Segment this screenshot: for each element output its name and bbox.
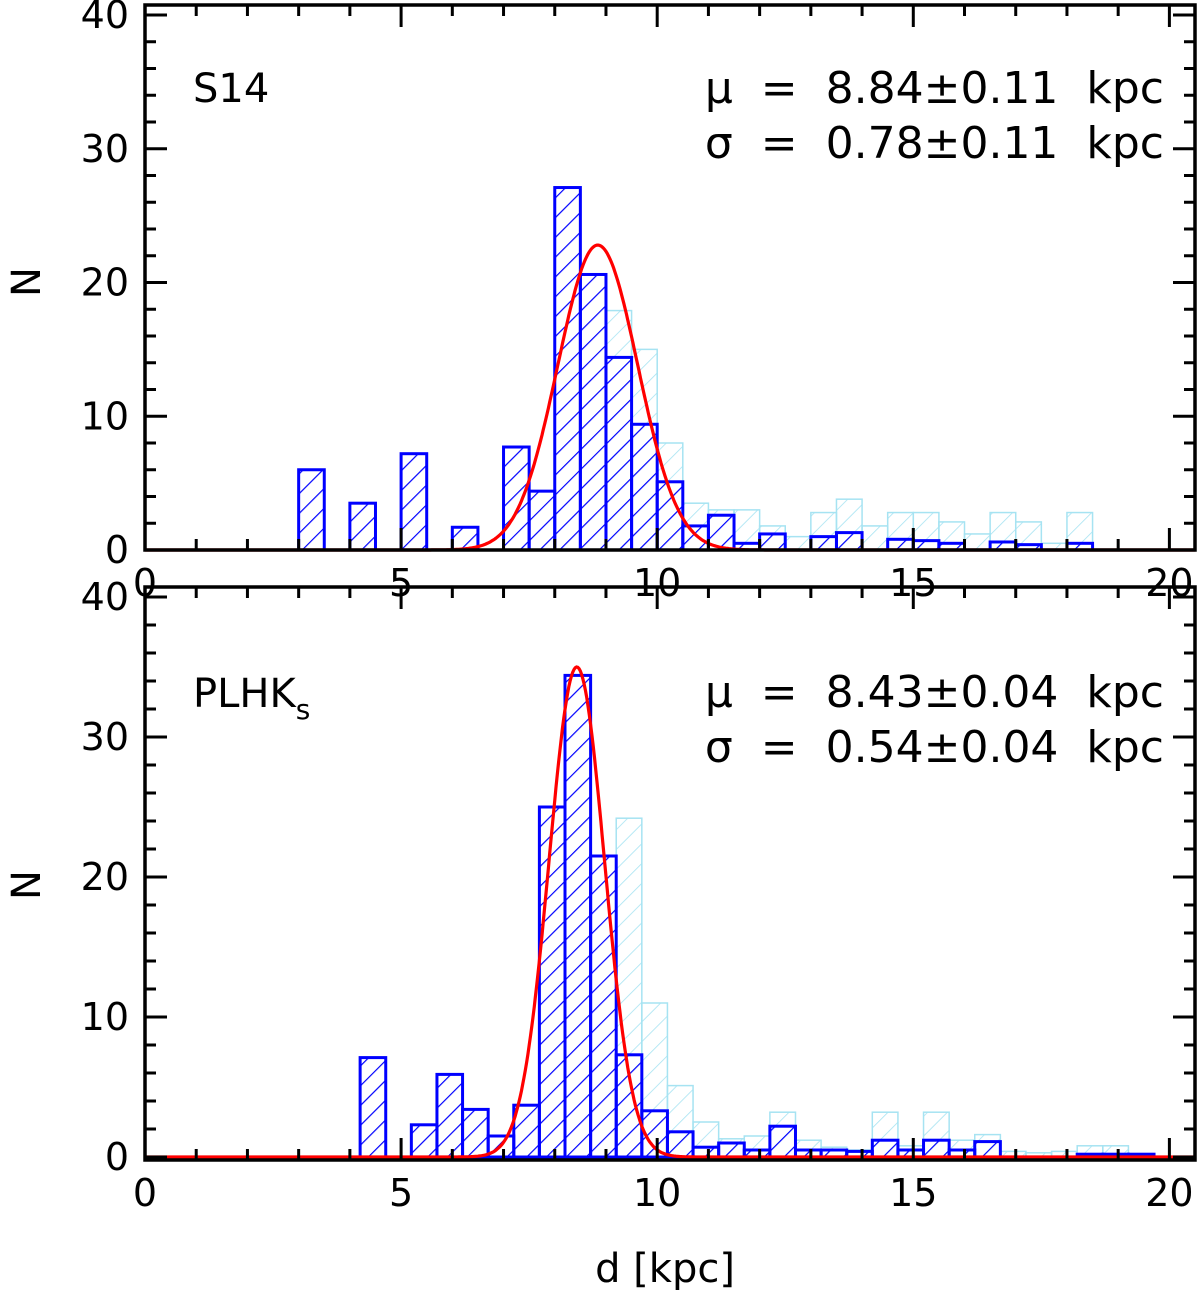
- histogram-bar: [358, 1056, 388, 1159]
- plot-frame: [143, 3, 1197, 552]
- histogram-bar: [604, 355, 634, 552]
- histogram-bars: [145, 186, 1195, 552]
- y-tick-label: 30: [81, 127, 129, 171]
- x-tick-label: 20: [1145, 1171, 1193, 1215]
- gaussian-fit-layer: [145, 665, 1195, 1159]
- histogram-bar: [681, 524, 710, 552]
- comparison-histogram-bar: [861, 525, 889, 551]
- y-tick-label: 10: [81, 394, 129, 438]
- x-tick-label: 10: [633, 1171, 681, 1215]
- panel-label: S14: [193, 66, 269, 112]
- histogram-bar: [665, 1130, 695, 1159]
- histogram-bar: [578, 272, 608, 552]
- panel-bottom: 0 10 20 30 40 0 5 10 15 20 N PLHKs μ = 8.43±0.04…: [4, 575, 1197, 1290]
- gaussian-fit-curve: [145, 665, 1195, 1159]
- x-tick-label: 5: [389, 1171, 413, 1215]
- histogram-bar: [922, 1138, 951, 1159]
- panel-label-subscript: s: [296, 693, 311, 726]
- y-tick-label: 10: [81, 995, 129, 1039]
- y-tick-labels: 0 10 20 30 40: [81, 575, 129, 1179]
- histogram-bar: [870, 1138, 900, 1159]
- comparison-histogram-bar: [784, 535, 812, 551]
- y-tick-label: 0: [105, 1135, 129, 1179]
- histogram-bar: [527, 489, 557, 552]
- histogram-bar: [435, 1072, 465, 1159]
- x-axis-label: d [kpc]: [595, 1246, 735, 1290]
- histogram-bar: [348, 501, 377, 552]
- x-tick-labels: 0 5 10 15 20: [133, 1171, 1194, 1215]
- y-tick-label: 20: [81, 855, 129, 899]
- mu-fit-result: μ = 8.43±0.04 kpc: [705, 667, 1164, 718]
- y-axis-label: N: [4, 870, 50, 900]
- y-tick-label: 40: [81, 575, 129, 619]
- panel-top: 0 10 20 30 40 0 5 10 15 20 N S14 μ = 8.84±0.11 k…: [4, 0, 1197, 605]
- mu-fit-result: μ = 8.84±0.11 kpc: [705, 63, 1164, 114]
- histogram-bar: [537, 805, 567, 1159]
- x-tick-labels: 0 5 10 15 20: [133, 561, 1194, 605]
- comparison-histogram-bar: [963, 533, 991, 551]
- histogram-bar: [409, 1123, 439, 1159]
- plot-frame: [143, 585, 1197, 1162]
- histogram-bar: [297, 468, 326, 552]
- sigma-fit-result: σ = 0.78±0.11 kpc: [705, 118, 1164, 169]
- y-tick-label: 20: [81, 261, 129, 305]
- axes-frame: [143, 585, 1197, 1162]
- histogram-bar: [717, 1141, 746, 1159]
- histogram-bar: [630, 422, 659, 552]
- histogram-bars: [145, 673, 1195, 1159]
- y-tick-label: 40: [81, 0, 129, 37]
- histogram-bar: [399, 452, 429, 552]
- x-tick-label: 15: [889, 1171, 937, 1215]
- y-tick-labels: 0 10 20 30 40: [81, 0, 129, 572]
- y-tick-label: 0: [105, 528, 129, 572]
- histogram-bar: [809, 535, 838, 552]
- panel-label-main: PLHK: [193, 671, 297, 717]
- histogram-bar: [589, 854, 618, 1159]
- x-tick-label: 0: [133, 1171, 157, 1215]
- histogram-bar: [502, 445, 531, 552]
- y-axis-label: N: [4, 267, 50, 297]
- histogram-bar: [461, 1107, 490, 1159]
- sigma-fit-result: σ = 0.54±0.04 kpc: [705, 722, 1164, 773]
- histogram-bar: [834, 531, 864, 552]
- axes-frame: [143, 3, 1197, 552]
- panel-label: PLHKs: [193, 671, 310, 726]
- histogram-bar: [758, 532, 787, 552]
- y-tick-label: 30: [81, 715, 129, 759]
- histogram-bar: [768, 1124, 797, 1159]
- histogram-bar: [973, 1140, 1002, 1159]
- histogram-bar: [563, 673, 593, 1159]
